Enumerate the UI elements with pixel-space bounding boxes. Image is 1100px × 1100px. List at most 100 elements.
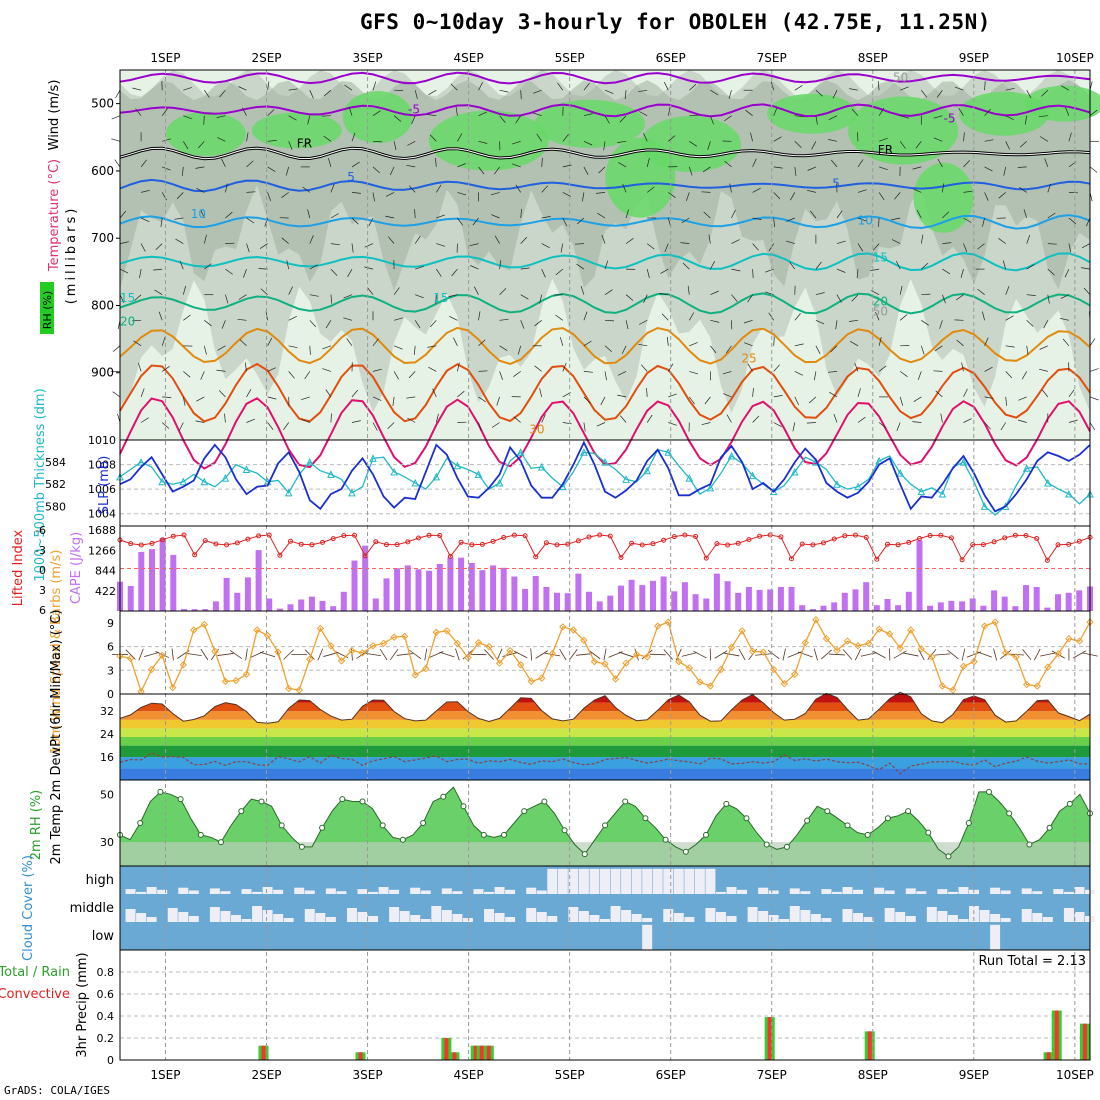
wind-barb-10m <box>229 650 243 659</box>
wind-barb <box>1019 141 1027 148</box>
wind-barb <box>478 370 488 372</box>
slp-tick-label: 1008 <box>88 459 116 472</box>
wind-barb <box>1068 243 1072 253</box>
temp2m-tick-label: 16 <box>100 751 114 764</box>
temperature-contour <box>119 362 1091 423</box>
wind-barb <box>195 420 205 423</box>
wind-barb <box>1005 286 1010 295</box>
cloud-middle-bar <box>389 907 400 922</box>
wind-barb <box>224 413 226 423</box>
cape-bar <box>660 576 667 611</box>
wind-barb <box>920 345 925 355</box>
wind-barb <box>912 421 922 423</box>
wind-barb <box>1047 268 1055 276</box>
cloud-middle-bar <box>273 914 284 922</box>
wind-barb <box>857 189 867 193</box>
wind-barb <box>515 184 521 193</box>
grads-credit: GrADS: COLA/IGES <box>4 1084 110 1097</box>
wind-barb <box>850 340 859 347</box>
wind-speed-marker <box>622 659 630 667</box>
wind-barb <box>430 320 437 328</box>
wind-barb-10m <box>854 648 862 661</box>
rh2m-marker <box>501 831 507 838</box>
wind-speed-line <box>119 618 1091 694</box>
wind-barb <box>1089 109 1098 116</box>
wind-speed-marker <box>580 636 588 644</box>
wind-barb <box>204 320 212 327</box>
precip-convective-bar <box>452 1052 457 1060</box>
cape-bar <box>212 601 219 611</box>
wind-speed-marker <box>854 642 862 650</box>
cape-bar <box>554 592 560 611</box>
wind-speed-marker <box>538 674 546 682</box>
cloud-middle-bar <box>188 916 199 922</box>
precip-convective-bar <box>1054 1010 1059 1060</box>
wind-barb <box>267 166 276 172</box>
time-label-top: 6SEP <box>656 51 686 65</box>
wind-barb-10m <box>860 652 877 657</box>
wind-barb <box>436 243 446 247</box>
wind-barb <box>933 115 943 119</box>
wind-barb <box>385 215 395 219</box>
wind-barb <box>196 396 205 402</box>
rh2m-marker <box>319 824 326 831</box>
li-marker <box>799 541 805 547</box>
cape-bar <box>618 585 624 611</box>
wind-barb <box>1018 396 1027 401</box>
li-marker <box>842 533 848 539</box>
li-marker <box>853 532 858 538</box>
cape-bar <box>511 576 518 611</box>
cape-bar <box>959 601 966 611</box>
cape-bar <box>276 608 283 611</box>
contour-label: -5 <box>408 103 420 117</box>
wind-barb <box>750 132 753 142</box>
li-marker <box>682 532 688 538</box>
wind-barb <box>689 396 695 405</box>
temp-color-band <box>120 728 1090 737</box>
cloud-high-bar <box>536 890 547 894</box>
wind-barb-10m <box>842 649 853 660</box>
li-marker <box>1076 538 1082 544</box>
rh2m-tick-label: 30 <box>100 836 114 849</box>
wind-barb <box>937 158 943 168</box>
wind-barb <box>562 362 567 372</box>
li-marker <box>970 542 976 548</box>
thickness-marker <box>327 470 335 478</box>
cape-bar <box>404 565 411 611</box>
wind-barb <box>330 294 333 304</box>
wind-barb <box>1065 107 1070 116</box>
wind-barb <box>288 115 297 121</box>
li-marker <box>1066 541 1072 547</box>
wind-barb <box>680 242 690 244</box>
wind-barb <box>115 90 121 99</box>
rh-moist-blob <box>428 110 549 171</box>
wind-barb <box>140 159 147 168</box>
wind-barb <box>899 396 904 406</box>
time-label-bottom: 3SEP <box>353 1068 383 1082</box>
wind-barb <box>1005 115 1014 121</box>
wind-barb-10m <box>797 651 813 658</box>
cloud-middle-bar <box>905 916 916 922</box>
wind-barb <box>731 294 738 302</box>
cape-bar <box>788 587 795 611</box>
wind-barb <box>246 132 249 142</box>
wind-barb <box>304 371 311 379</box>
wind-speed-marker <box>970 657 978 666</box>
contour-label: 5 <box>347 170 355 184</box>
wind-barb <box>323 89 332 97</box>
wind-barb <box>786 240 795 244</box>
wind-barb <box>603 141 606 151</box>
rh2m-marker <box>238 808 245 815</box>
wind-speed-marker <box>516 661 525 669</box>
wind-barb <box>244 362 247 372</box>
wind-barb <box>346 338 353 347</box>
li-marker <box>714 541 720 547</box>
thickness-marker <box>305 457 314 466</box>
cape-bar <box>1065 592 1072 611</box>
wind-barb <box>745 109 753 116</box>
wind-barb <box>807 189 816 193</box>
wind-barb <box>429 134 437 142</box>
cape-tick-label: 422 <box>95 585 116 598</box>
wind-barb <box>499 345 508 351</box>
